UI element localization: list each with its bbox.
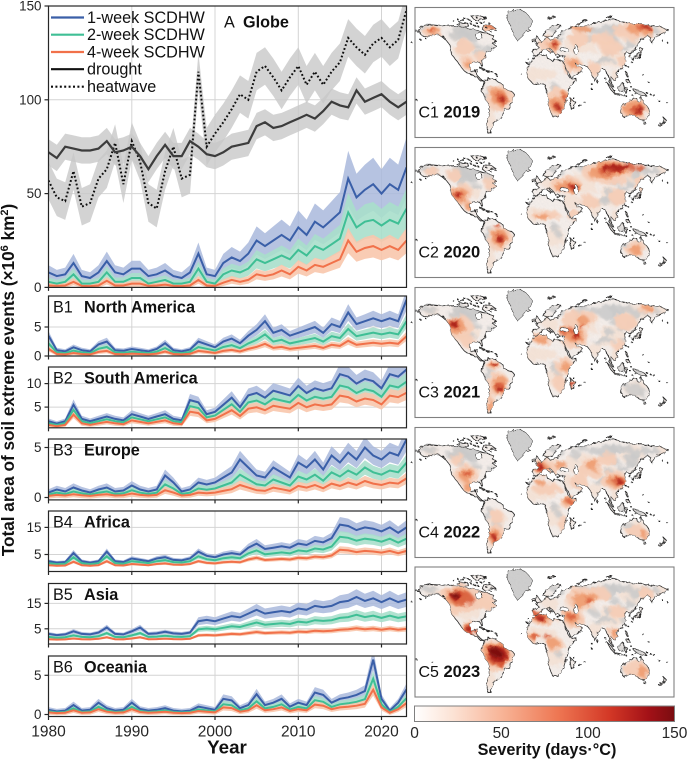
svg-text:0: 0: [34, 280, 41, 295]
svg-text:0: 0: [410, 725, 419, 742]
svg-text:North America: North America: [84, 299, 196, 317]
svg-text:1980: 1980: [31, 724, 66, 741]
svg-text:1-week SCDHW: 1-week SCDHW: [87, 9, 206, 27]
svg-text:5: 5: [34, 621, 41, 636]
svg-text:Globe: Globe: [243, 14, 289, 32]
svg-text:Total area of soil extreme eve: Total area of soil extreme events (×106 …: [0, 204, 18, 557]
svg-text:Severity (days·°C): Severity (days·°C): [478, 741, 617, 759]
svg-text:0: 0: [34, 707, 41, 722]
svg-text:B1: B1: [53, 299, 73, 317]
svg-text:2022: 2022: [444, 524, 481, 542]
svg-text:5: 5: [34, 320, 41, 335]
svg-text:2010: 2010: [281, 724, 316, 741]
svg-text:2020: 2020: [364, 724, 399, 741]
svg-text:South America: South America: [84, 370, 199, 388]
svg-text:5: 5: [34, 668, 41, 683]
svg-text:4-week SCDHW: 4-week SCDHW: [87, 43, 206, 61]
svg-text:C5: C5: [419, 664, 440, 681]
svg-text:100: 100: [575, 725, 601, 742]
svg-text:C4: C4: [419, 525, 440, 542]
svg-text:0: 0: [34, 349, 41, 364]
svg-text:1990: 1990: [115, 724, 150, 741]
svg-text:2020: 2020: [444, 244, 481, 262]
svg-text:2019: 2019: [444, 104, 481, 122]
svg-text:2-week SCDHW: 2-week SCDHW: [87, 26, 206, 44]
svg-text:Year: Year: [207, 737, 247, 758]
svg-text:5: 5: [34, 547, 41, 562]
svg-text:50: 50: [493, 725, 511, 742]
svg-text:B6: B6: [53, 659, 73, 677]
svg-text:drought: drought: [87, 61, 142, 79]
svg-text:150: 150: [19, 0, 41, 14]
svg-text:5: 5: [34, 400, 41, 415]
svg-text:5: 5: [34, 440, 41, 455]
svg-text:150: 150: [662, 725, 688, 742]
svg-text:A: A: [224, 14, 235, 32]
svg-text:Asia: Asia: [84, 586, 119, 604]
svg-text:B4: B4: [53, 514, 73, 532]
svg-text:heatwave: heatwave: [87, 78, 156, 96]
svg-text:2021: 2021: [444, 384, 481, 402]
svg-text:100: 100: [19, 92, 41, 107]
svg-text:B3: B3: [53, 442, 73, 460]
svg-text:50: 50: [27, 186, 42, 201]
svg-text:2000: 2000: [198, 724, 233, 741]
svg-text:15: 15: [27, 596, 42, 611]
svg-text:C3: C3: [419, 385, 440, 402]
svg-text:15: 15: [27, 520, 42, 535]
svg-text:Europe: Europe: [84, 442, 140, 460]
svg-text:Africa: Africa: [84, 514, 131, 532]
svg-text:C2: C2: [419, 245, 440, 262]
svg-text:0: 0: [34, 490, 41, 505]
svg-text:B5: B5: [53, 586, 73, 604]
svg-text:B2: B2: [53, 370, 73, 388]
svg-text:Oceania: Oceania: [84, 659, 148, 677]
svg-text:C1: C1: [419, 105, 440, 122]
svg-text:10: 10: [27, 376, 42, 391]
svg-text:2023: 2023: [444, 663, 481, 681]
